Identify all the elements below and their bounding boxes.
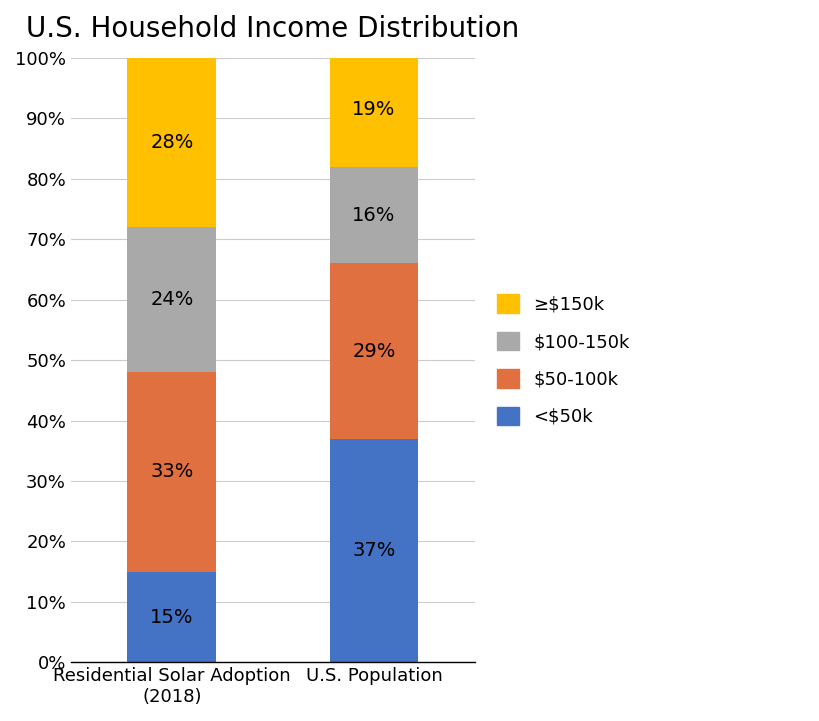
Bar	[329, 263, 418, 438]
Text: 28%: 28%	[150, 133, 193, 152]
Bar	[127, 227, 216, 372]
Legend: ≥$150k, $100-150k, $50-100k, <$50k: ≥$150k, $100-150k, $50-100k, <$50k	[487, 286, 638, 435]
Bar	[329, 167, 418, 263]
Text: 33%: 33%	[150, 462, 193, 482]
Bar	[329, 52, 418, 167]
Text: 15%: 15%	[150, 608, 193, 627]
Title: U.S. Household Income Distribution: U.S. Household Income Distribution	[26, 15, 519, 43]
Bar	[127, 58, 216, 227]
Bar	[329, 438, 418, 663]
Bar	[127, 572, 216, 663]
Bar	[127, 372, 216, 572]
Text: 29%: 29%	[352, 342, 396, 360]
Text: 19%: 19%	[352, 99, 396, 119]
Text: 16%: 16%	[352, 205, 396, 224]
Text: 24%: 24%	[150, 290, 193, 309]
Text: 37%: 37%	[352, 541, 396, 560]
